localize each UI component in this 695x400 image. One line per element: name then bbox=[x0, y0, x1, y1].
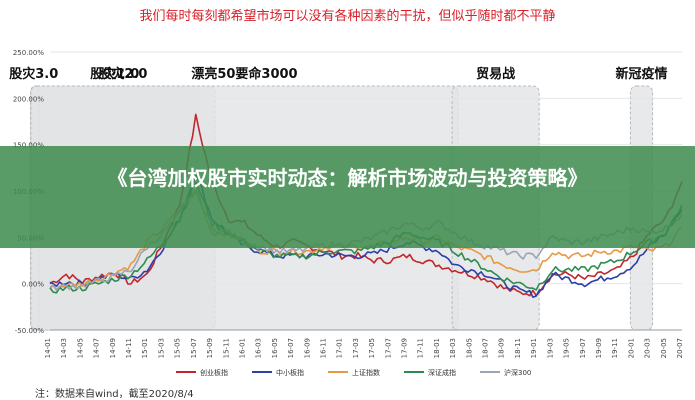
x-tick-label: 18-05 bbox=[465, 338, 473, 358]
series-line bbox=[49, 174, 683, 299]
legend-label: 上证指数 bbox=[352, 368, 380, 377]
x-tick-label: 18-09 bbox=[498, 338, 506, 358]
x-tick-label: 20-05 bbox=[660, 338, 668, 358]
article-title: 《台湾加权股市实时动态：解析市场波动与投资策略》 bbox=[107, 166, 588, 190]
legend-label: 深证成指 bbox=[428, 368, 456, 377]
y-tick-label: 200.00% bbox=[13, 95, 44, 103]
chart-header-title: 我们每时每刻都希望市场可以没有各种因素的干扰，但似乎随时都不平静 bbox=[139, 9, 556, 24]
x-tick-label: 15-09 bbox=[206, 338, 214, 358]
x-tick-label: 14-09 bbox=[109, 338, 117, 358]
legend-label: 沪深300 bbox=[504, 368, 531, 377]
event-label: 漂亮50要命3000 bbox=[191, 66, 297, 82]
x-tick-label: 14-05 bbox=[76, 338, 84, 358]
series-line bbox=[49, 181, 683, 294]
event-label: 股灾3.0 bbox=[9, 66, 58, 82]
x-tick-label: 19-09 bbox=[595, 338, 603, 358]
x-tick-label: 17-03 bbox=[352, 338, 360, 358]
x-tick-label: 18-01 bbox=[433, 338, 441, 358]
x-tick-label: 18-07 bbox=[482, 338, 490, 358]
x-tick-label: 18-11 bbox=[514, 338, 522, 358]
x-tick-label: 20-01 bbox=[627, 338, 635, 358]
x-tick-label: 15-03 bbox=[157, 338, 165, 358]
x-tick-label: 17-01 bbox=[336, 338, 344, 358]
x-tick-label: 19-03 bbox=[546, 338, 554, 358]
x-tick-label: 19-01 bbox=[530, 338, 538, 358]
x-tick-label: 16-05 bbox=[271, 338, 279, 358]
x-tick-label: 15-01 bbox=[141, 338, 149, 358]
x-tick-label: 17-09 bbox=[401, 338, 409, 358]
x-tick-label: 17-07 bbox=[384, 338, 392, 358]
event-label: 新冠疫情 bbox=[615, 66, 667, 82]
x-tick-label: 19-05 bbox=[563, 338, 571, 358]
x-tick-label: 17-11 bbox=[417, 338, 425, 358]
x-tick-label: 19-07 bbox=[579, 338, 587, 358]
y-tick-label: 0.00% bbox=[22, 281, 45, 289]
article-title-banner: 《台湾加权股市实时动态：解析市场波动与投资策略》 bbox=[0, 146, 695, 248]
x-tick-label: 17-05 bbox=[368, 338, 376, 358]
x-tick-label: 16-11 bbox=[319, 338, 327, 358]
y-tick-label: 150.00% bbox=[13, 142, 44, 150]
x-tick-label: 16-03 bbox=[255, 338, 263, 358]
x-tick-label: 14-01 bbox=[44, 338, 52, 358]
source-note: 注：数据来自wind，截至2020/8/4 bbox=[35, 389, 194, 400]
x-tick-label: 20-07 bbox=[676, 338, 684, 358]
y-tick-label: 250.00% bbox=[13, 49, 44, 57]
event-label: 股灾1.0 bbox=[90, 66, 139, 82]
legend-label: 创业板指 bbox=[200, 368, 228, 377]
y-tick-label: -50.00% bbox=[15, 327, 45, 335]
x-tick-label: 14-07 bbox=[93, 338, 101, 358]
legend-label: 中小板指 bbox=[276, 368, 304, 377]
event-label: 股灾2.0 bbox=[98, 66, 147, 82]
x-tick-label: 15-05 bbox=[174, 338, 182, 358]
x-tick-label: 14-03 bbox=[60, 338, 68, 358]
x-tick-label: 14-11 bbox=[125, 338, 133, 358]
x-tick-label: 15-11 bbox=[222, 338, 230, 358]
event-label: 贸易战 bbox=[476, 66, 515, 82]
x-tick-label: 18-03 bbox=[449, 338, 457, 358]
x-tick-label: 15-07 bbox=[190, 338, 198, 358]
x-tick-label: 19-11 bbox=[611, 338, 619, 358]
x-tick-label: 20-03 bbox=[644, 338, 652, 358]
x-tick-label: 16-01 bbox=[238, 338, 246, 358]
x-tick-label: 16-09 bbox=[303, 338, 311, 358]
x-tick-label: 16-07 bbox=[287, 338, 295, 358]
